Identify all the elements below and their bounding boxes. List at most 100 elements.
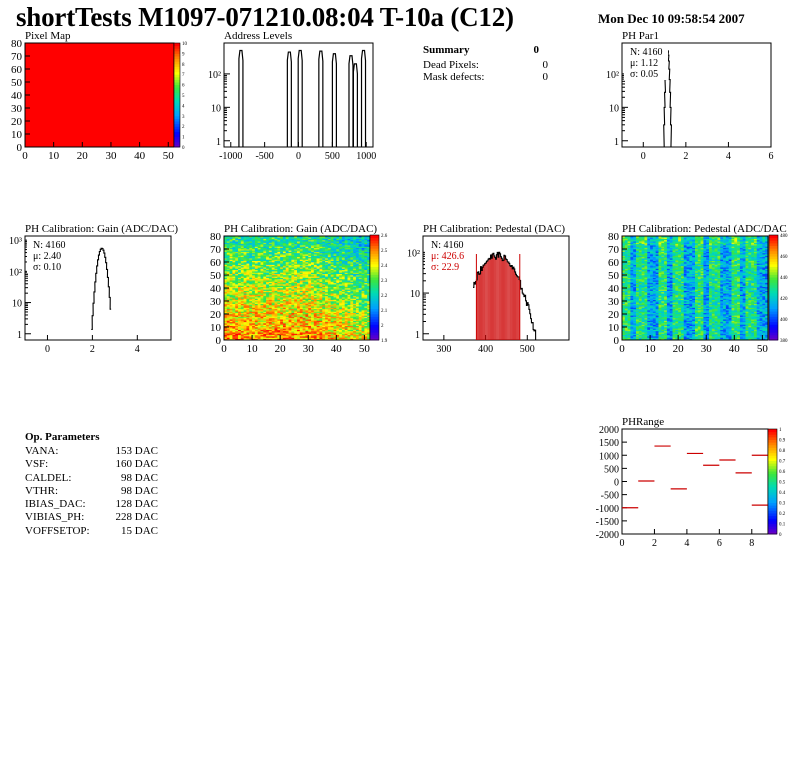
gain-map-cell [224,295,228,298]
gain-map-cell [339,265,343,268]
gain-map-cell [294,254,298,256]
gain-map-cell [226,298,230,300]
gain-map-cell [257,328,261,330]
gain-map-cell [280,293,284,295]
gain-map-cell [246,254,250,256]
gain-map-cell [311,336,315,338]
gain-map-cell [252,264,256,267]
gain-map-cell [305,289,309,291]
gain-map-cell [302,317,306,320]
gain-map-cell [249,302,253,304]
pedestal-map-cell [622,251,626,254]
gain-map-cell [311,243,315,246]
gain-map-cell [240,315,244,317]
gain-map-cell [271,337,275,339]
gain-map-cell [232,301,236,303]
gain-map-cell [313,273,317,276]
gain-map-cell [347,250,351,252]
gain-map-cell [266,269,270,272]
pedestal-map-cell [636,262,640,264]
gain-map-cell [235,250,239,252]
gain-map-cell [327,328,331,330]
pedestal-map-cell [627,249,631,251]
gain-map-cell [339,320,343,323]
gain-map-cell [249,264,253,267]
gain-map-cell [288,295,292,298]
gain-map-cell [364,236,368,238]
gain-map-cell [254,282,258,285]
gain-map-cell [291,291,295,294]
gain-map-cell [311,320,315,323]
gain-map-cell [226,295,230,298]
gain-map-cell [313,268,317,271]
pedestal-map-cell [630,277,634,280]
gain-map-cell [260,271,264,273]
gain-map-cell [327,317,331,320]
gain-map-cell [313,312,317,315]
gain-map-cell [350,284,354,286]
gain-map-cell [297,246,301,248]
gain-map-cell [344,236,348,238]
gain-map-cell [305,252,309,255]
gain-map-cell [339,334,343,337]
gain-map-cell [224,250,228,252]
gain-map-cell [311,236,315,238]
gain-map-cell [327,265,331,268]
gain-map-cell [229,250,233,252]
gain-map-cell [260,297,264,299]
gain-map-cell [344,254,348,256]
gain-map-cell [311,337,315,339]
gain-map-cell [252,306,256,308]
gain-map-cell [257,286,261,289]
gain-map-cell [364,273,368,276]
gain-map-cell [313,302,317,304]
pixel-map-colorbar-label: 3 [182,115,185,120]
ph-par1-x-tick-label: 0 [641,151,646,162]
pedestal-map-cell [624,252,628,255]
gain-map-cell [319,282,323,285]
gain-map-cell [274,269,278,272]
gain-map-cell [229,267,233,269]
pixel-map-x-tick-label: 10 [48,150,60,162]
gain-map-cell [282,238,287,241]
gain-map-cell [327,327,331,329]
gain-map-cell [325,306,329,308]
address-level-peak [297,49,303,147]
gain-map-cell [229,273,233,276]
gain-map-cell [325,315,329,317]
gain-map-cell [243,311,247,313]
gain-map-cell [288,245,292,247]
gain-map-cell [285,304,289,307]
gain-map-cell [280,267,284,269]
gain-map-cell [277,251,281,254]
gain-map-cell [327,314,331,316]
gain-map-cell [341,259,346,261]
pedestal-map-cell [638,294,642,297]
gain-map-cell [243,245,247,247]
gain-map-cell [224,304,228,307]
gain-map-cell [229,301,233,303]
pedestal-map-cell [627,332,631,334]
gain-map-cell [280,295,284,298]
gain-map-cell [263,307,267,310]
pedestal-map-cell [630,239,634,242]
pedestal-map-cell [630,258,634,260]
gain-map-cell [297,243,301,246]
gain-map-cell [341,319,346,321]
gain-map-cell [246,236,250,238]
gain-map-cell [367,304,371,307]
gain-map-cell [308,290,312,293]
gain-map-cell [280,307,284,310]
gain-map-cell [358,312,362,315]
pedestal-map-cell [638,333,642,336]
gain-map-cell [344,317,348,320]
gain-map-cell [257,259,261,261]
gain-map-cell [294,255,298,258]
gain-map-cell [339,314,343,316]
gain-map-cell [355,252,360,255]
gain-map-cell [353,281,357,284]
gain-map-cell [246,284,250,286]
gain-map-cell [249,243,253,246]
pedestal-map-cell [627,286,631,289]
gain-map-cell [325,265,329,268]
